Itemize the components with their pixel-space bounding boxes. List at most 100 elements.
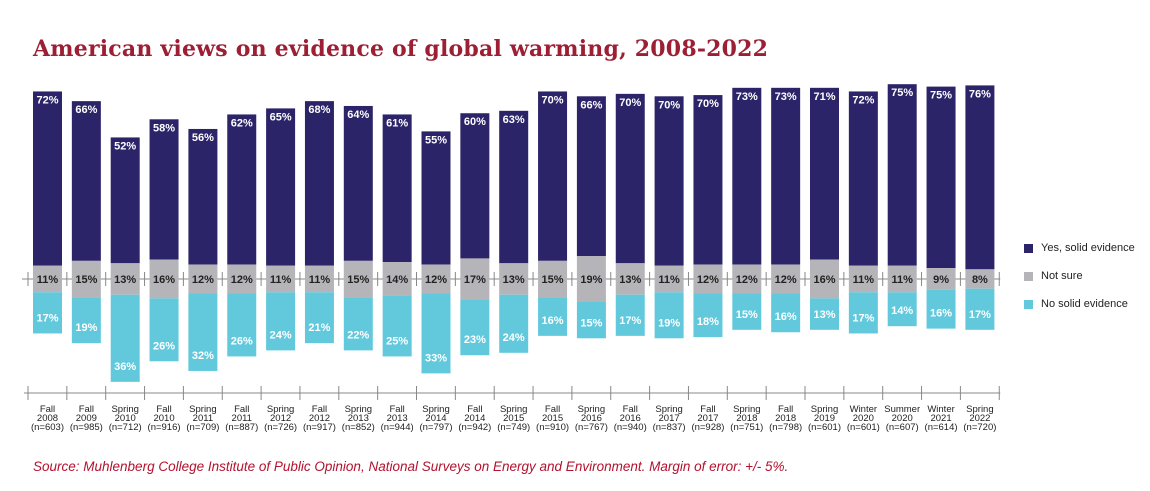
bar-yes: [771, 87, 801, 265]
data-label-not-sure: 15%: [542, 274, 564, 286]
data-label-no: 17%: [852, 312, 874, 324]
data-label-no: 21%: [308, 322, 330, 334]
x-tick-label: (n=910): [536, 422, 569, 433]
data-label-no: 22%: [347, 329, 369, 341]
bar-not-sure: [771, 264, 801, 294]
x-tick-label: (n=603): [31, 422, 64, 433]
data-label-no: 14%: [891, 305, 913, 317]
bar-no: [654, 292, 684, 339]
bar-not-sure: [304, 265, 334, 293]
bar-not-sure: [227, 264, 257, 294]
x-tick-label: (n=601): [808, 422, 841, 433]
data-label-not-sure: 14%: [386, 274, 408, 286]
bar-not-sure: [887, 265, 917, 293]
bar-not-sure: [266, 265, 296, 293]
x-tick-label: (n=985): [70, 422, 103, 433]
data-label-no: 19%: [658, 317, 680, 329]
x-tick-label: Summer: [884, 404, 920, 415]
data-label-not-sure: 19%: [580, 274, 602, 286]
bar-not-sure: [149, 259, 179, 299]
data-label-no: 16%: [775, 311, 797, 323]
x-tick-label: 2015: [542, 413, 563, 424]
x-tick-label: Winter: [927, 404, 954, 415]
x-tick-label: 2014: [464, 413, 485, 424]
bar-not-sure: [33, 265, 62, 293]
bar-yes: [266, 108, 296, 266]
bar-yes: [499, 110, 529, 264]
bar-no: [576, 301, 606, 339]
data-label-yes: 72%: [852, 94, 874, 106]
data-label-yes: 66%: [75, 104, 97, 116]
data-label-no: 17%: [36, 312, 58, 324]
data-label-no: 19%: [75, 322, 97, 334]
x-tick-label: 2012: [270, 413, 291, 424]
source-note: Source: Muhlenberg College Institute of …: [33, 459, 789, 474]
data-label-yes: 56%: [192, 132, 214, 144]
bar-yes: [149, 119, 179, 260]
bar-not-sure: [732, 264, 762, 294]
x-tick-label: (n=887): [225, 422, 258, 433]
data-label-no: 24%: [270, 329, 292, 341]
data-label-yes: 61%: [386, 117, 408, 129]
x-tick-label: 2017: [659, 413, 680, 424]
x-tick-label: Spring: [966, 404, 993, 415]
bar-no: [848, 292, 878, 334]
data-label-yes: 68%: [308, 104, 330, 116]
x-tick-label: 2022: [969, 413, 990, 424]
data-label-yes: 66%: [580, 99, 602, 111]
legend-item-not-sure: Not sure: [1024, 270, 1083, 282]
data-label-yes: 62%: [231, 117, 253, 129]
data-label-not-sure: 12%: [231, 274, 253, 286]
bar-not-sure: [421, 264, 451, 294]
data-label-yes: 70%: [658, 99, 680, 111]
data-label-yes: 76%: [969, 88, 991, 100]
bar-no: [304, 292, 334, 344]
bar-yes: [33, 91, 62, 266]
legend-swatch-yes: [1024, 243, 1033, 253]
data-label-no: 32%: [192, 350, 214, 362]
data-label-yes: 65%: [270, 111, 292, 123]
x-tick-label: Fall: [700, 404, 715, 415]
data-label-not-sure: 15%: [347, 274, 369, 286]
data-label-not-sure: 12%: [736, 274, 758, 286]
x-tick-label: Fall: [623, 404, 638, 415]
legend-item-no: No solid evidence: [1024, 298, 1128, 310]
x-tick-label: Spring: [422, 404, 449, 415]
data-label-not-sure: 9%: [933, 274, 949, 286]
x-tick-label: Spring: [111, 404, 138, 415]
bar-no: [227, 293, 257, 357]
x-tick-label: 2012: [309, 413, 330, 424]
bar-not-sure: [460, 258, 490, 300]
x-tick-label: Fall: [467, 404, 482, 415]
x-tick-label: Spring: [500, 404, 527, 415]
bar-no: [810, 298, 839, 330]
bar-yes: [110, 137, 140, 264]
bar-no: [615, 294, 645, 336]
bar-yes: [343, 105, 373, 261]
legend-label: Yes, solid evidence: [1041, 242, 1135, 254]
bar-not-sure: [848, 265, 878, 293]
chart-title: American views on evidence of global war…: [33, 36, 769, 62]
bar-no: [71, 297, 101, 344]
x-tick-label: (n=917): [303, 422, 336, 433]
x-tick-label: 2021: [930, 413, 951, 424]
bar-no: [926, 289, 956, 329]
data-label-yes: 75%: [891, 87, 913, 99]
bar-yes: [732, 87, 762, 265]
data-label-yes: 71%: [813, 91, 835, 103]
data-label-no: 18%: [697, 316, 719, 328]
x-tick-label: 2010: [153, 413, 174, 424]
bar-not-sure: [926, 268, 956, 290]
x-tick-label: 2014: [425, 413, 446, 424]
bar-no: [110, 294, 140, 382]
data-label-not-sure: 11%: [270, 274, 292, 286]
data-label-no: 15%: [580, 317, 602, 329]
bar-yes: [654, 96, 684, 266]
data-label-yes: 73%: [736, 91, 758, 103]
x-tick-label: Fall: [79, 404, 94, 415]
x-tick-label: 2016: [581, 413, 602, 424]
bar-no: [266, 292, 296, 351]
x-tick-label: 2010: [115, 413, 136, 424]
bar-yes: [810, 87, 839, 260]
x-tick-label: 2011: [193, 413, 213, 424]
